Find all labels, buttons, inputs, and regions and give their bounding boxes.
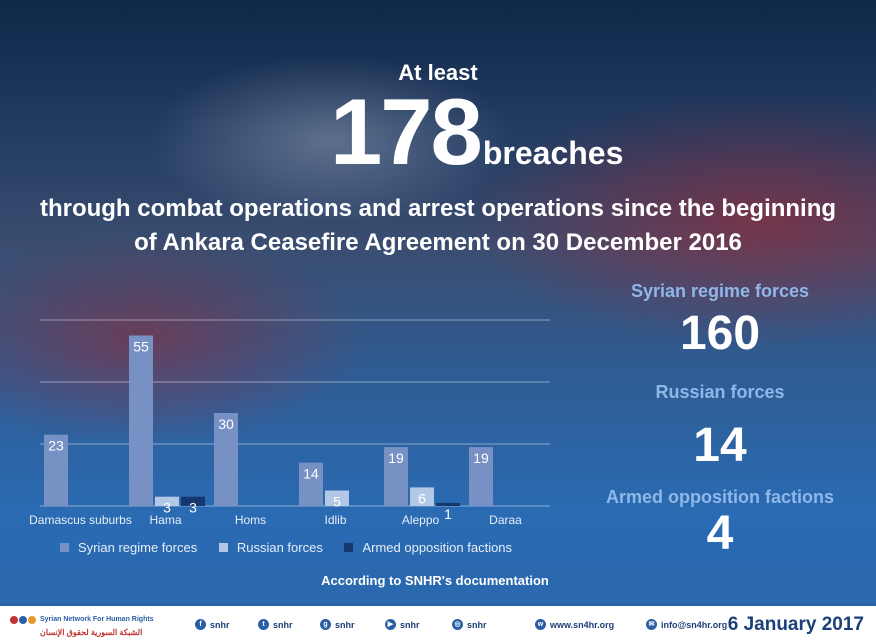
publication-date: 6 January 2017 (727, 614, 864, 635)
website-url: www.sn4hr.org (550, 619, 615, 630)
twitter-link[interactable]: t snhr (258, 619, 293, 630)
google-plus-icon: g (320, 619, 331, 630)
email-link[interactable]: ✉ info@sn4hr.org (646, 619, 727, 630)
youtube-link[interactable]: ▶ snhr (385, 619, 420, 630)
bar-value-label: 55 (133, 339, 149, 355)
stat-russian-label: Russian forces (655, 382, 785, 402)
legend-label-opposition: Armed opposition factions (362, 540, 513, 555)
legend-swatch-opposition (344, 543, 354, 552)
logo-figure-icon (10, 616, 18, 624)
bar (155, 496, 179, 506)
breaches-bar-chart: 23 Damascus suburbs 55 3 3 Hama 30 Homs 14 5 Idlib… (20, 300, 580, 570)
bar (181, 496, 205, 506)
instagram-icon: ◎ (452, 619, 463, 630)
bar (325, 490, 349, 506)
web-icon: w (535, 619, 546, 630)
bar-value-label: 6 (418, 490, 426, 506)
bar (410, 487, 434, 506)
stat-opposition-value: 4 (706, 507, 734, 560)
chart-legend: Syrian regime forces Russian forces Arme… (60, 540, 530, 555)
google-plus-link[interactable]: g snhr (320, 619, 355, 630)
x-tick-label: Homs (235, 513, 266, 527)
bar-value-label: 5 (333, 494, 341, 510)
subtitle-line-1: through combat operations and arrest ope… (39, 195, 837, 222)
headline-subtitle: through combat operations and arrest ope… (20, 192, 856, 260)
bar (436, 502, 460, 506)
bar (44, 434, 68, 506)
website-link[interactable]: w www.sn4hr.org (535, 619, 614, 630)
mail-icon: ✉ (646, 619, 657, 630)
instagram-link[interactable]: ◎ snhr (452, 619, 487, 630)
legend-label-russian: Russian forces (236, 540, 323, 555)
logo-figure-icon (28, 616, 36, 624)
bar-value-label: 23 (48, 438, 64, 454)
youtube-handle: snhr (400, 619, 420, 630)
headline-total-number: 178 (330, 79, 483, 184)
instagram-handle: snhr (467, 619, 487, 630)
twitter-handle: snhr (273, 619, 293, 630)
source-note: According to SNHR's documentation (321, 573, 549, 588)
legend-swatch-russian (218, 543, 228, 552)
x-tick-label: Daraa (489, 513, 522, 527)
bar-value-label: 19 (388, 450, 404, 466)
stat-regime-label: Syrian regime forces (630, 281, 810, 301)
footer-bar: Syrian Network For Human Rights الشبكة ا… (0, 603, 876, 643)
headline-prefix: At least (398, 60, 478, 85)
bar (384, 447, 408, 506)
bar-value-label: 14 (303, 466, 319, 482)
logo-name-en: Syrian Network For Human Rights (40, 616, 154, 623)
legend-item-regime: Syrian regime forces (60, 540, 197, 555)
snhr-logo: Syrian Network For Human Rights الشبكة ا… (6, 612, 176, 642)
x-tick-label: Aleppo (402, 513, 440, 527)
email-address: info@sn4hr.org (661, 619, 728, 630)
bar (299, 462, 323, 506)
legend-item-opposition: Armed opposition factions (344, 540, 512, 555)
google-plus-handle: snhr (335, 619, 355, 630)
facebook-link[interactable]: f snhr (195, 619, 230, 630)
legend-item-russian: Russian forces (218, 540, 323, 555)
facebook-handle: snhr (210, 619, 230, 630)
stat-russian-value: 14 (693, 419, 747, 472)
headline-unit: breaches (482, 135, 624, 171)
bar-value-label: 30 (218, 416, 234, 432)
stat-regime-value: 160 (679, 307, 761, 360)
bar (469, 447, 493, 506)
bar-value-label: 3 (189, 500, 197, 516)
youtube-icon: ▶ (385, 619, 396, 630)
legend-swatch-regime (60, 543, 69, 552)
x-tick-label: Damascus suburbs (29, 513, 132, 527)
logo-name-ar: الشبكة السورية لحقوق الإنسان (40, 628, 143, 637)
bar-value-label: 1 (444, 506, 452, 522)
bar-value-label: 19 (473, 450, 489, 466)
logo-figure-icon (19, 616, 27, 624)
subtitle-line-2: of Ankara Ceasefire Agreement on 30 Dece… (134, 229, 742, 256)
stat-opposition-label: Armed opposition factions (605, 487, 834, 507)
bar (214, 413, 238, 506)
bar-value-label: 3 (163, 500, 171, 516)
x-tick-label: Idlib (324, 513, 346, 527)
legend-label-regime: Syrian regime forces (78, 540, 198, 555)
twitter-icon: t (258, 619, 269, 630)
x-tick-label: Hama (149, 513, 181, 527)
facebook-icon: f (195, 619, 206, 630)
headline-total-row: 178breaches (330, 82, 623, 182)
bar (129, 335, 153, 506)
